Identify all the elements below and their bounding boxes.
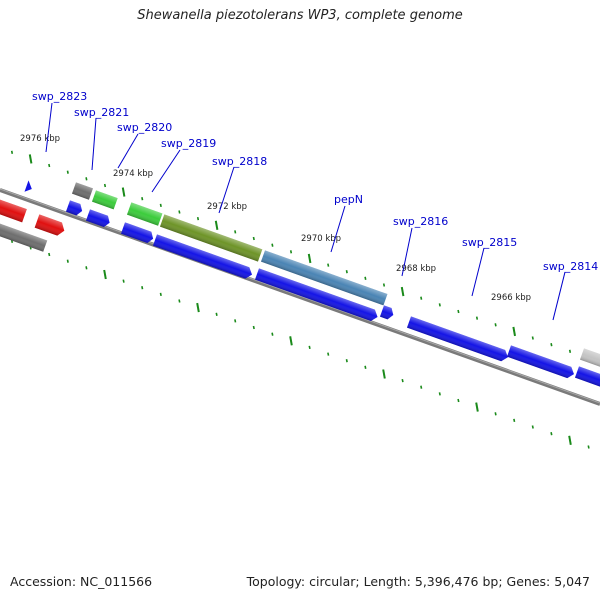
minor-tick xyxy=(178,210,181,214)
minor-tick xyxy=(438,392,441,396)
minor-tick xyxy=(438,303,441,307)
major-tick xyxy=(28,154,33,164)
minor-tick xyxy=(289,250,293,254)
tick-ring-inner xyxy=(10,239,590,449)
gene-label-swp_2818[interactable]: swp_2818 xyxy=(212,155,267,168)
major-tick xyxy=(121,187,126,197)
major-tick xyxy=(512,326,516,337)
minor-tick xyxy=(215,312,218,316)
minor-tick xyxy=(252,325,255,330)
minor-tick xyxy=(271,243,274,247)
minor-tick xyxy=(103,183,107,188)
major-tick xyxy=(103,269,107,280)
gene-label-swp_2821[interactable]: swp_2821 xyxy=(74,106,129,119)
gene-label-swp_2823[interactable]: swp_2823 xyxy=(32,90,87,103)
major-tick xyxy=(568,435,572,445)
accession-text: Accession: NC_011566 xyxy=(10,574,153,589)
minor-tick xyxy=(178,299,181,303)
minor-tick xyxy=(494,323,497,327)
minor-tick xyxy=(252,236,255,241)
genome-title: Shewanella piezotolerans WP3, complete g… xyxy=(137,8,463,23)
gene-label-swp_2816[interactable]: swp_2816 xyxy=(393,215,448,228)
minor-tick xyxy=(159,292,162,297)
minor-tick xyxy=(85,266,88,270)
minor-tick xyxy=(345,270,348,274)
minor-tick xyxy=(327,263,330,267)
minor-tick xyxy=(457,398,460,403)
tick-label-2966: 2966 kbp xyxy=(491,293,531,303)
minor-tick xyxy=(234,230,237,234)
minor-tick xyxy=(234,319,237,323)
gene-label-swp_2814[interactable]: swp_2814 xyxy=(543,260,598,273)
minor-tick xyxy=(10,150,14,154)
minor-tick xyxy=(48,252,51,257)
gene-labels: swp_2823 swp_2821 swp_2820 swp_2819 swp_… xyxy=(32,90,598,321)
gene-label-swp_2815[interactable]: swp_2815 xyxy=(462,236,517,249)
minor-tick xyxy=(364,365,367,369)
minor-tick xyxy=(66,170,69,174)
minor-tick xyxy=(141,286,144,290)
minor-tick xyxy=(159,203,162,208)
tick-label-2970: 2970 kbp xyxy=(301,234,341,244)
minor-tick xyxy=(475,316,479,320)
tick-label-2972: 2972 kbp xyxy=(207,202,247,212)
genome-summary-text: Topology: circular; Length: 5,396,476 bp… xyxy=(246,574,590,589)
minor-tick xyxy=(196,216,200,221)
major-tick xyxy=(214,220,219,230)
minor-tick xyxy=(457,309,460,314)
tick-label-2968: 2968 kbp xyxy=(396,264,436,274)
major-tick xyxy=(196,302,200,313)
minor-tick xyxy=(85,177,88,181)
minor-tick xyxy=(513,418,516,423)
gene-features xyxy=(0,180,600,392)
minor-tick xyxy=(550,343,553,347)
minor-tick xyxy=(382,283,386,287)
minor-tick xyxy=(345,359,348,363)
minor-tick xyxy=(550,432,553,436)
minor-tick xyxy=(327,352,330,356)
tick-ring-outer xyxy=(10,150,590,360)
major-tick xyxy=(475,402,479,412)
minor-tick xyxy=(308,345,311,350)
gene-label-swp_2819[interactable]: swp_2819 xyxy=(161,137,216,150)
minor-tick xyxy=(364,276,367,280)
minor-tick xyxy=(401,378,404,383)
minor-tick xyxy=(568,349,572,353)
major-tick xyxy=(400,286,405,297)
minor-tick xyxy=(587,445,590,449)
major-tick xyxy=(307,253,312,264)
minor-tick xyxy=(420,385,423,389)
minor-tick xyxy=(494,412,497,416)
tick-label-2976: 2976 kbp xyxy=(20,134,60,144)
minor-tick xyxy=(141,197,144,201)
gene-arrow-small-2823[interactable] xyxy=(24,180,34,193)
coordinate-labels: 2976 kbp 2974 kbp 2972 kbp 2970 kbp 2968… xyxy=(20,134,531,303)
minor-tick xyxy=(531,336,534,340)
major-tick xyxy=(289,336,293,346)
minor-tick xyxy=(122,279,125,283)
minor-tick xyxy=(531,425,534,429)
gene-label-pepN[interactable]: pepN xyxy=(334,193,363,206)
major-tick xyxy=(382,369,386,379)
minor-tick xyxy=(271,332,274,336)
minor-tick xyxy=(66,259,69,263)
minor-tick xyxy=(420,296,423,300)
minor-tick xyxy=(48,163,51,168)
gene-label-swp_2820[interactable]: swp_2820 xyxy=(117,121,172,134)
tick-label-2974: 2974 kbp xyxy=(113,169,153,179)
